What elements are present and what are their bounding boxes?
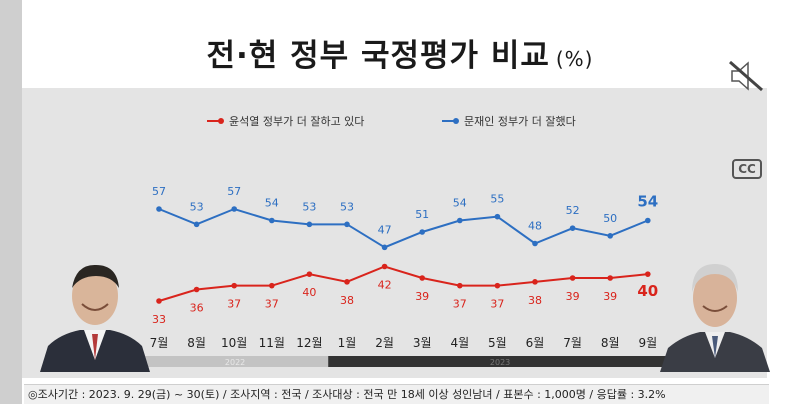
- survey-footnote: ◎조사기간 : 2023. 9. 29(금) ~ 30(토) / 조사지역 : …: [24, 384, 769, 404]
- data-point-0-13: [645, 271, 651, 277]
- data-point-0-11: [569, 275, 576, 281]
- data-label-0-11: 39: [566, 290, 580, 303]
- x-tick-label-5: 1월: [338, 336, 357, 350]
- data-point-0-0: [156, 298, 162, 304]
- data-point-1-11: [569, 225, 576, 231]
- data-label-0-8: 37: [453, 298, 467, 311]
- data-point-1-4: [306, 221, 313, 228]
- data-point-1-12: [607, 233, 613, 239]
- data-label-1-10: 48: [528, 220, 542, 233]
- data-point-1-0: [156, 206, 162, 212]
- data-label-0-12: 39: [603, 290, 617, 303]
- x-tick-label-12: 8월: [601, 336, 620, 350]
- legend-marker-1: [453, 118, 459, 124]
- year-band-label-2023: 2023: [490, 358, 510, 367]
- captions-label: CC: [732, 159, 762, 179]
- data-point-1-7: [419, 229, 426, 235]
- data-label-0-13: 40: [637, 282, 658, 300]
- data-point-0-2: [231, 282, 237, 289]
- year-band-2022: [142, 356, 329, 367]
- legend-label-0: 윤석열 정부가 더 잘하고 있다: [229, 114, 364, 128]
- chart-panel: 윤석열 정부가 더 잘하고 있다 문재인 정부가 더 잘했다 33 36 37 37 40 3…: [22, 88, 767, 378]
- x-tick-label-3: 11월: [259, 336, 285, 350]
- x-tick-label-8: 4월: [450, 336, 469, 350]
- data-label-1-13: 54: [637, 193, 658, 211]
- data-label-0-2: 37: [227, 298, 241, 311]
- x-tick-label-10: 6월: [526, 336, 545, 350]
- line-chart: 윤석열 정부가 더 잘하고 있다 문재인 정부가 더 잘했다 33 36 37 37 40 3…: [142, 114, 672, 367]
- mute-button[interactable]: [724, 56, 768, 96]
- data-label-1-6: 47: [378, 223, 392, 236]
- data-point-0-3: [269, 282, 275, 289]
- data-point-0-9: [494, 282, 501, 289]
- right-president-photo: [660, 264, 770, 372]
- data-point-0-7: [419, 275, 426, 281]
- data-point-1-13: [645, 217, 651, 224]
- data-point-1-3: [269, 217, 275, 224]
- volume-off-icon: [729, 60, 763, 92]
- data-label-1-12: 50: [603, 212, 617, 225]
- data-point-1-1: [193, 221, 200, 228]
- x-tick-label-2: 10월: [221, 336, 247, 350]
- data-label-0-5: 38: [340, 294, 354, 307]
- data-label-1-9: 55: [490, 193, 504, 206]
- data-point-0-1: [193, 286, 200, 293]
- captions-button[interactable]: CC: [728, 154, 766, 184]
- chart-title: 전·현 정부 국정평가 비교 (%): [0, 30, 800, 75]
- data-label-0-1: 36: [190, 302, 204, 315]
- data-label-0-3: 37: [265, 298, 279, 311]
- series-line-0: [158, 265, 648, 302]
- x-tick-label-4: 12월: [296, 336, 322, 350]
- data-label-1-5: 53: [340, 200, 354, 213]
- chart-unit: (%): [555, 47, 594, 71]
- left-president-photo: [40, 264, 150, 372]
- data-point-1-2: [231, 206, 237, 212]
- data-point-0-6: [381, 263, 388, 270]
- data-label-0-0: 33: [152, 313, 166, 326]
- data-label-1-0: 57: [152, 185, 166, 198]
- data-point-1-8: [457, 217, 463, 224]
- data-label-0-6: 42: [378, 279, 392, 292]
- data-point-0-8: [457, 282, 463, 289]
- legend-label-1: 문재인 정부가 더 잘했다: [464, 115, 576, 128]
- x-tick-label-9: 5월: [488, 336, 507, 350]
- data-point-1-5: [344, 221, 350, 228]
- plot-area: [150, 148, 670, 348]
- x-tick-label-0: 7월: [150, 336, 169, 350]
- data-point-1-10: [532, 240, 538, 247]
- chart-title-text: 전·현 정부 국정평가 비교: [206, 38, 550, 74]
- data-label-0-7: 39: [415, 290, 429, 303]
- data-point-0-4: [306, 271, 313, 277]
- x-tick-label-13: 9월: [638, 336, 657, 350]
- year-band-2023: [328, 356, 672, 367]
- x-tick-label-6: 2월: [375, 336, 394, 350]
- data-label-0-10: 38: [528, 294, 542, 307]
- x-tick-label-1: 8월: [187, 336, 206, 350]
- data-point-0-12: [607, 275, 613, 281]
- data-point-0-5: [344, 279, 350, 285]
- data-label-1-4: 53: [302, 200, 316, 213]
- data-point-0-10: [532, 279, 538, 285]
- x-tick-label-11: 7월: [563, 336, 582, 350]
- data-label-1-11: 52: [566, 204, 580, 217]
- data-label-1-3: 54: [265, 197, 279, 210]
- legend-marker-0: [218, 118, 224, 124]
- data-label-1-2: 57: [227, 185, 241, 198]
- series-line-1: [158, 207, 649, 249]
- data-point-1-9: [494, 213, 501, 220]
- year-band-label-2022: 2022: [225, 358, 245, 367]
- left-edge-shadow: [0, 0, 22, 404]
- data-label-0-4: 40: [302, 286, 316, 299]
- data-label-0-9: 37: [490, 298, 504, 311]
- data-label-1-1: 53: [190, 200, 204, 213]
- data-label-1-7: 51: [415, 208, 429, 221]
- data-point-1-6: [381, 244, 388, 251]
- data-label-1-8: 54: [453, 197, 467, 210]
- x-tick-label-7: 3월: [413, 336, 432, 350]
